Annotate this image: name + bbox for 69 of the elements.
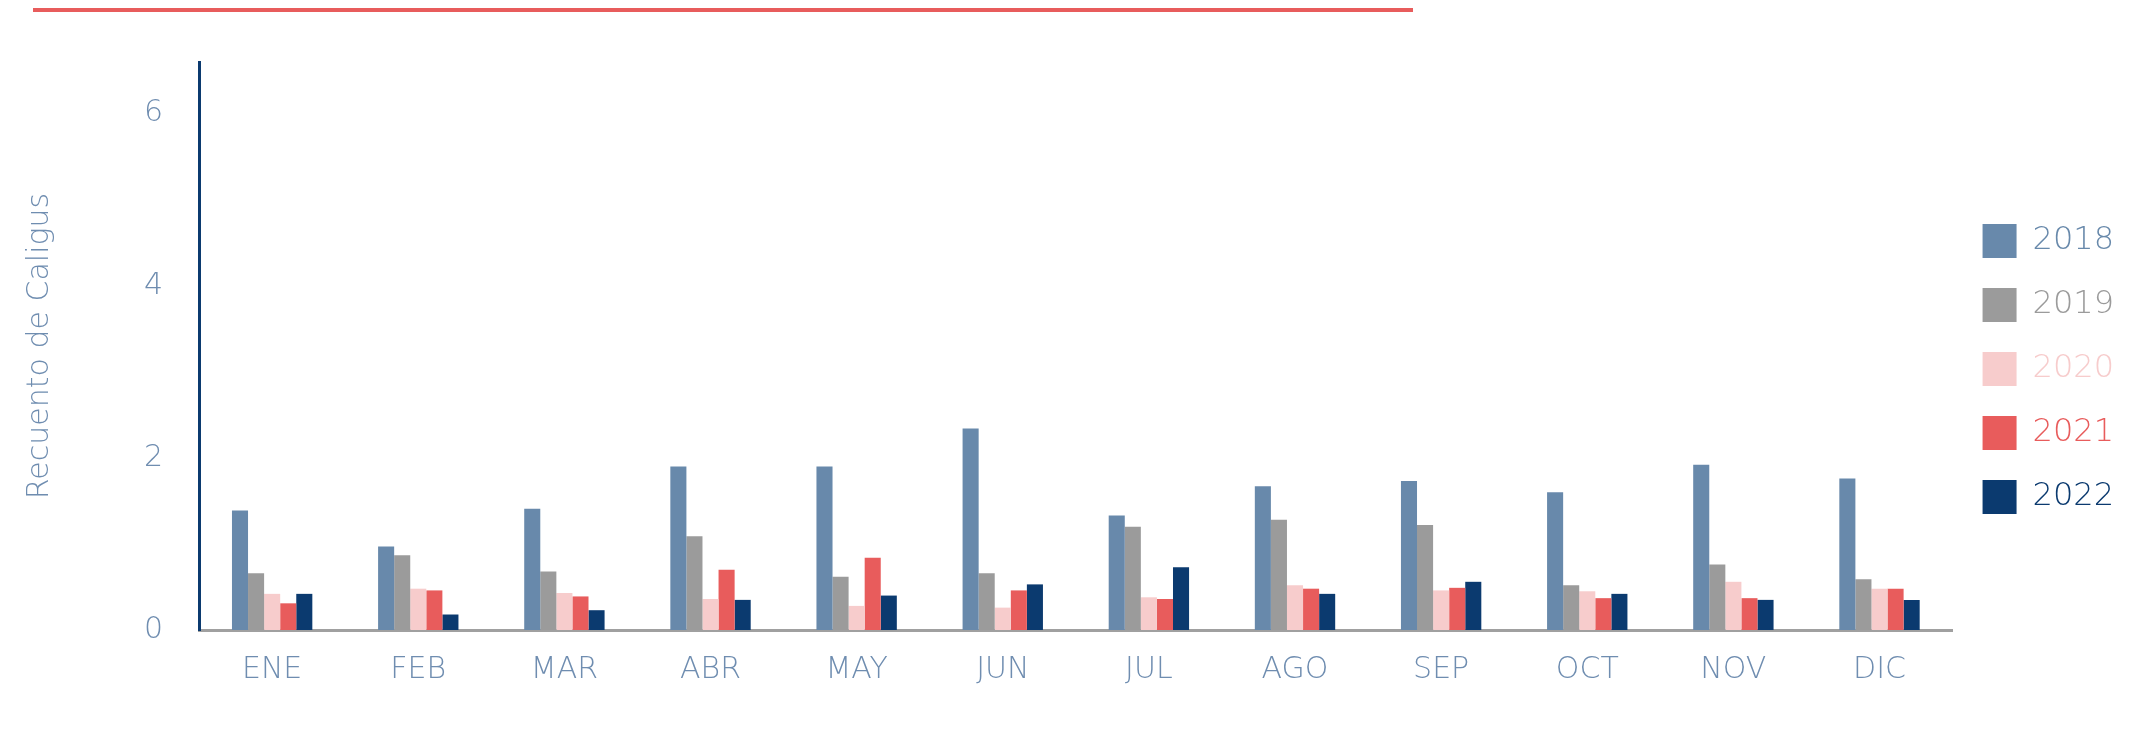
bar xyxy=(1693,464,1710,630)
bar xyxy=(1400,481,1418,630)
bar xyxy=(1757,599,1774,630)
bar xyxy=(1303,588,1320,630)
bar xyxy=(588,610,605,630)
bar xyxy=(572,596,589,630)
bar xyxy=(556,592,573,630)
bar xyxy=(442,614,459,630)
y-axis-title: Recuento de Caligus xyxy=(19,192,55,500)
bar xyxy=(426,590,443,630)
bar xyxy=(280,603,297,630)
bar xyxy=(1286,585,1304,630)
bar xyxy=(962,428,979,630)
y-tick-label: 2 xyxy=(143,437,164,473)
bar xyxy=(1433,590,1450,630)
y-tick-label: 6 xyxy=(143,93,164,129)
bar xyxy=(1903,599,1920,630)
bar xyxy=(1611,593,1628,630)
legend-label: 2022 xyxy=(2032,475,2114,514)
legend-label: 2021 xyxy=(2032,411,2114,450)
bar xyxy=(1465,581,1482,630)
bar xyxy=(816,466,833,630)
bar xyxy=(702,599,719,630)
bar xyxy=(994,607,1011,630)
bar xyxy=(1254,486,1271,630)
bar xyxy=(1010,590,1027,630)
bar xyxy=(1547,492,1564,630)
x-tick-label: DIC xyxy=(1853,649,1906,685)
bar xyxy=(1173,567,1190,630)
x-tick-label: OCT xyxy=(1555,649,1619,685)
legend-label: 2019 xyxy=(2032,283,2114,322)
x-tick-label: JUN xyxy=(976,649,1030,685)
bar xyxy=(231,510,249,630)
bar xyxy=(1319,593,1336,630)
bar xyxy=(1449,587,1466,630)
bar xyxy=(880,595,897,630)
bar xyxy=(410,588,427,630)
x-tick-label: AGO xyxy=(1261,649,1329,685)
x-tick-label: SEP xyxy=(1413,649,1470,685)
bar xyxy=(734,599,751,630)
bar xyxy=(1871,588,1888,630)
bar xyxy=(524,508,541,630)
bar xyxy=(1725,581,1742,630)
x-tick-label: ABR xyxy=(680,649,742,685)
bar xyxy=(1140,597,1157,630)
bar xyxy=(1156,599,1173,630)
bar xyxy=(864,557,881,630)
bar xyxy=(848,605,865,630)
bar xyxy=(1108,515,1125,630)
bar xyxy=(1741,598,1758,630)
bar xyxy=(670,466,687,630)
x-tick-label: ENE xyxy=(241,649,303,685)
legend-label: 2018 xyxy=(2032,219,2114,258)
y-tick-label: 0 xyxy=(143,609,164,645)
bar xyxy=(378,546,395,630)
x-tick-label: JUL xyxy=(1125,649,1173,685)
bar xyxy=(1595,598,1612,630)
x-tick-label: MAR xyxy=(530,649,599,685)
x-tick-label: NOV xyxy=(1700,649,1767,685)
bar xyxy=(1839,478,1856,630)
bar xyxy=(1579,591,1596,630)
bar xyxy=(718,569,735,630)
bar xyxy=(1026,584,1043,630)
bar xyxy=(296,593,313,630)
bar xyxy=(1887,588,1904,630)
x-tick-label: FEB xyxy=(390,649,447,685)
x-tick-label: MAY xyxy=(825,649,888,685)
bar xyxy=(264,593,281,630)
y-tick-label: 4 xyxy=(143,265,164,301)
